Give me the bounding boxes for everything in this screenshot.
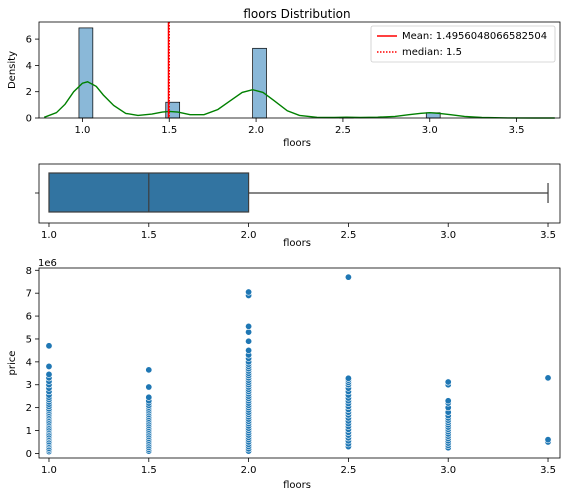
scatter-x-tick-label: 3.0: [440, 465, 456, 476]
scatter-point: [245, 346, 253, 354]
scatter-point: [45, 362, 53, 370]
scatter-y-tick-label: 0: [26, 449, 32, 460]
scatter-point: [45, 342, 53, 350]
scatter-y-tick-label: 7: [26, 289, 32, 300]
scatter-x-ticks: 1.0 1.5 2.0 2.5 3.0 3.5: [41, 458, 556, 476]
scatter-point: [245, 288, 253, 296]
scatter-point: [544, 374, 552, 382]
boxplot-x-label: floors: [283, 238, 311, 249]
scatter-point: [45, 370, 53, 378]
histogram-y-tick-label: 0: [26, 114, 32, 125]
boxplot-x-tick-label: 1.0: [41, 230, 57, 241]
histogram-x-tick-label: 2.5: [335, 125, 351, 136]
legend-median-label: median: 1.5: [402, 47, 462, 58]
histogram-frame: [38, 21, 561, 119]
scatter-point: [544, 436, 552, 444]
scatter-frame: [38, 267, 561, 459]
scatter-point: [245, 322, 253, 330]
scatter-point: [344, 374, 352, 382]
scatter-point: [444, 378, 452, 386]
histogram-y-tick-label: 6: [26, 35, 32, 46]
scatter-offset-label: 1e6: [38, 258, 57, 269]
boxplot-panel: 1.0 1.5 2.0 2.5 3.0 3.5 floors: [35, 163, 561, 249]
legend: Mean: 1.4956048066582504 median: 1.5: [370, 25, 556, 63]
histogram-bar: [252, 47, 267, 119]
boxplot-x-tick-label: 1.5: [141, 230, 157, 241]
scatter-y-tick-label: 1: [26, 426, 32, 437]
scatter-y-tick-label: 5: [26, 334, 32, 345]
legend-mean-label: Mean: 1.4956048066582504: [402, 31, 547, 42]
scatter-y-tick-label: 3: [26, 380, 32, 391]
scatter-x-label: floors: [283, 480, 311, 491]
histogram-title: floors Distribution: [243, 7, 350, 21]
kde-curve-group: [43, 81, 555, 119]
scatter-x-tick-label: 2.0: [241, 465, 257, 476]
boxplot-x-ticks: 1.0 1.5 2.0 2.5 3.0 3.5: [41, 223, 556, 241]
boxplot-x-tick-label: 2.5: [340, 230, 356, 241]
scatter-x-tick-label: 1.5: [141, 465, 157, 476]
histogram-x-ticks: 1.0 1.5 2.0 2.5 3.0 3.5: [74, 118, 525, 136]
histogram-x-tick-label: 3.5: [509, 125, 525, 136]
scatter-point: [145, 393, 153, 401]
mean-median-lines: [167, 22, 170, 118]
scatter-y-ticks: 0 1 2 3 4 5 6 7 8: [26, 266, 39, 460]
scatter-y-label: price: [7, 351, 18, 376]
scatter-y-tick-label: 8: [26, 266, 32, 277]
scatter-point: [145, 383, 153, 391]
boxplot-x-tick-label: 3.0: [440, 230, 456, 241]
boxplot-x-tick-label: 2.0: [241, 230, 257, 241]
histogram-x-label: floors: [283, 138, 311, 149]
scatter-x-tick-label: 1.0: [41, 465, 57, 476]
boxplot-frame: [38, 163, 561, 224]
histogram-y-ticks: 0 2 4 6: [26, 35, 39, 125]
kde-curve: [43, 81, 555, 119]
scatter-point: [145, 366, 153, 374]
histogram-x-tick-label: 1.5: [161, 125, 177, 136]
scatter-y-tick-label: 6: [26, 312, 32, 323]
histogram-x-tick-label: 1.0: [74, 125, 90, 136]
scatter-point: [444, 397, 452, 405]
scatter-x-tick-label: 3.5: [540, 465, 556, 476]
histogram-x-tick-label: 3.0: [422, 125, 438, 136]
legend-box: [370, 25, 556, 63]
boxplot-box-group: [48, 172, 549, 213]
scatter-y-tick-label: 2: [26, 403, 32, 414]
scatter-x-tick-label: 2.5: [340, 465, 356, 476]
histogram-y-tick-label: 4: [26, 61, 32, 72]
histogram-x-tick-label: 2.0: [248, 125, 264, 136]
scatter-point: [344, 273, 352, 281]
histogram-y-tick-label: 2: [26, 87, 32, 98]
scatter-y-tick-label: 4: [26, 357, 32, 368]
scatter-points: [45, 273, 552, 456]
histogram-bar: [78, 27, 94, 119]
scatter-point: [245, 337, 253, 345]
boxplot-x-tick-label: 3.5: [540, 230, 556, 241]
histogram-panel: floors Distribution 1.0 1.5 2.0 2.5 3.0 3.5 0…: [7, 7, 561, 149]
histogram-y-label: Density: [7, 51, 18, 89]
